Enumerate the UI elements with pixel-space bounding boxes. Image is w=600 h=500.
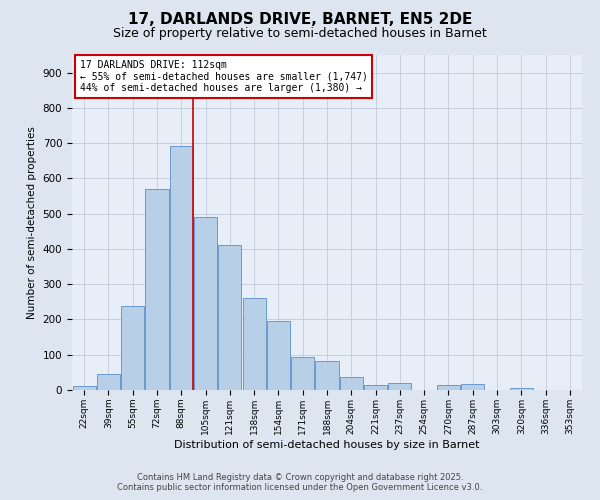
Text: Size of property relative to semi-detached houses in Barnet: Size of property relative to semi-detach…	[113, 28, 487, 40]
Bar	[73, 386, 95, 390]
Bar	[97, 374, 120, 390]
Bar	[437, 386, 460, 390]
Bar	[340, 376, 363, 390]
Bar	[364, 384, 387, 390]
Y-axis label: Number of semi-detached properties: Number of semi-detached properties	[27, 126, 37, 319]
Text: 17, DARLANDS DRIVE, BARNET, EN5 2DE: 17, DARLANDS DRIVE, BARNET, EN5 2DE	[128, 12, 472, 28]
Bar	[291, 357, 314, 390]
Bar	[267, 321, 290, 390]
Bar	[388, 382, 412, 390]
Bar	[242, 298, 266, 390]
Bar	[316, 360, 338, 390]
X-axis label: Distribution of semi-detached houses by size in Barnet: Distribution of semi-detached houses by …	[174, 440, 480, 450]
Bar	[218, 246, 241, 390]
Bar	[510, 388, 533, 390]
Bar	[461, 384, 484, 390]
Text: Contains HM Land Registry data © Crown copyright and database right 2025.
Contai: Contains HM Land Registry data © Crown c…	[118, 473, 482, 492]
Bar	[170, 146, 193, 390]
Bar	[194, 216, 217, 390]
Text: 17 DARLANDS DRIVE: 112sqm
← 55% of semi-detached houses are smaller (1,747)
44% : 17 DARLANDS DRIVE: 112sqm ← 55% of semi-…	[80, 60, 368, 93]
Bar	[145, 189, 169, 390]
Bar	[121, 306, 144, 390]
